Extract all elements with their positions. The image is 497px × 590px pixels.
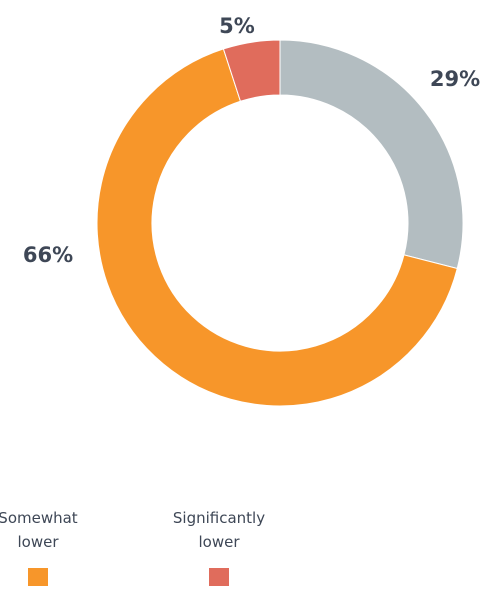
legend-label: Somewhat lower: [0, 509, 78, 551]
legend-label: Significantly lower: [172, 509, 266, 551]
donut-segment: [279, 39, 464, 270]
legend-swatch: [28, 568, 48, 586]
value-label: 66%: [23, 243, 73, 267]
legend-swatch: [209, 568, 229, 586]
donut-segment: [222, 39, 281, 102]
value-label: 5%: [219, 14, 255, 38]
value-label: 29%: [430, 67, 480, 91]
donut-segment: [96, 48, 458, 407]
